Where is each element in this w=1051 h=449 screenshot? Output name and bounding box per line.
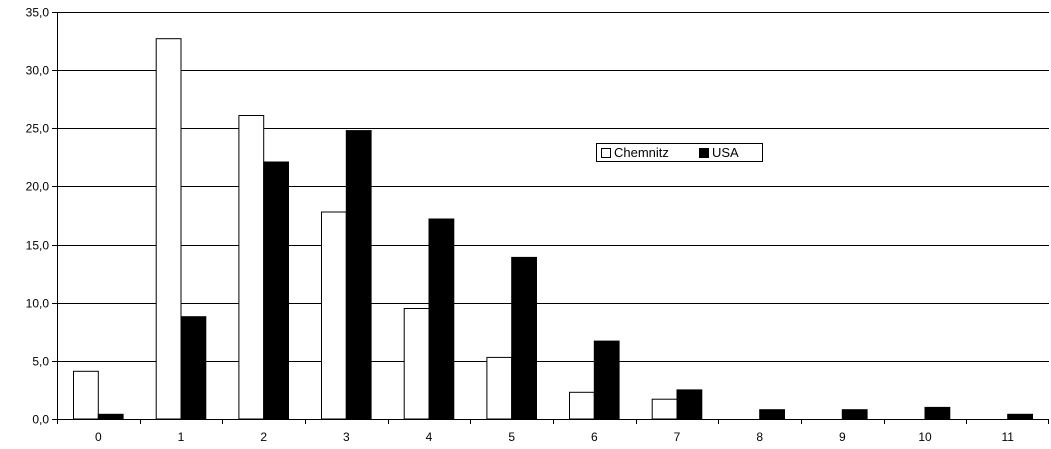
bar-chemnitz-0	[73, 370, 99, 420]
y-tick-label-0: 0,0	[32, 413, 49, 427]
bar-usa-2	[263, 161, 290, 420]
bar-chemnitz-1	[155, 38, 182, 420]
x-tick-label-7: 7	[674, 430, 681, 444]
y-tick-label-2: 10,0	[26, 297, 50, 311]
legend-swatch-chemnitz	[601, 148, 611, 158]
y-tick-label-7: 35,0	[26, 6, 50, 20]
bar-usa-1	[180, 316, 207, 420]
bar-chemnitz-2	[238, 115, 265, 420]
x-tick-label-0: 0	[95, 430, 102, 444]
axes	[57, 12, 1049, 420]
bar-usa-5	[511, 256, 538, 420]
legend-label-chemnitz: Chemnitz	[614, 145, 669, 160]
bar-usa-9	[841, 409, 868, 420]
x-tick-label-1: 1	[178, 430, 185, 444]
bar-usa-0	[97, 413, 124, 420]
gridlines	[52, 12, 1049, 424]
legend: Chemnitz USA	[596, 143, 763, 162]
bar-usa-4	[428, 218, 455, 420]
x-tick-label-8: 8	[756, 430, 763, 444]
x-tick-label-4: 4	[426, 430, 433, 444]
x-tick-label-3: 3	[343, 430, 350, 444]
y-tick-labels: 0,0 5,0 10,0 15,0 20,0 25,0 30,0 35,0	[26, 6, 50, 427]
x-tick-labels: 0 1 2 3 4 5 6 7 8 9 10 11	[95, 430, 1014, 444]
legend-label-usa: USA	[712, 145, 739, 160]
y-tick-label-5: 25,0	[26, 122, 50, 136]
bar-usa-10	[924, 406, 951, 420]
bar-chemnitz-3	[321, 211, 347, 420]
bar-usa-7	[676, 389, 703, 420]
x-tick-label-6: 6	[591, 430, 598, 444]
bars	[73, 38, 1034, 420]
y-tick-label-1: 5,0	[32, 355, 49, 369]
x-tick-label-11: 11	[1001, 430, 1014, 444]
y-tick-label-3: 15,0	[26, 239, 50, 253]
bar-chemnitz-5	[486, 356, 513, 420]
bar-usa-6	[593, 340, 620, 420]
bar-usa-8	[759, 409, 786, 420]
bar-usa-3	[345, 130, 372, 420]
y-tick-label-4: 20,0	[26, 180, 50, 194]
x-tick-label-9: 9	[839, 430, 846, 444]
y-tick-label-6: 30,0	[26, 64, 50, 78]
bar-chemnitz-6	[569, 391, 595, 420]
legend-box	[596, 143, 763, 162]
bar-usa-11	[1007, 413, 1034, 420]
x-tick-label-2: 2	[260, 430, 267, 444]
x-tick-label-10: 10	[918, 430, 932, 444]
legend-swatch-usa	[699, 148, 709, 158]
bar-chemnitz-4	[403, 308, 430, 420]
bar-chemnitz-7	[651, 398, 678, 420]
x-tick-label-5: 5	[508, 430, 515, 444]
